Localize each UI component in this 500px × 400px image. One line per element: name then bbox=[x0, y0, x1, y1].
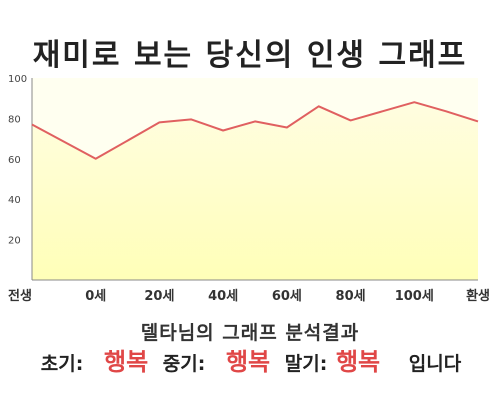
series-area bbox=[32, 102, 478, 280]
x-tick-label: 0세 bbox=[85, 289, 106, 304]
x-tick-label: 환생 bbox=[466, 288, 490, 304]
life-graph-chart: 20 40 60 80 100 전생 0세 20세 40세 60세 80세 100세 환생 bbox=[8, 74, 490, 304]
late-label: 말기: bbox=[284, 353, 328, 375]
result-suffix: 입니다 bbox=[408, 353, 462, 375]
x-tick-label: 80세 bbox=[336, 289, 366, 304]
middle-value: 행복 bbox=[225, 348, 271, 376]
y-tick-label: 40 bbox=[8, 195, 21, 206]
x-tick-label: 40세 bbox=[208, 289, 238, 304]
x-tick-label: 60세 bbox=[272, 289, 302, 304]
middle-label: 중기: bbox=[162, 353, 206, 375]
late-value: 행복 bbox=[335, 348, 381, 376]
y-tick-label: 60 bbox=[8, 155, 21, 166]
y-tick-label: 20 bbox=[8, 236, 21, 247]
analysis-summary: 델타님의 그래프 분석결과 bbox=[140, 322, 360, 344]
x-tick-label: 전생 bbox=[8, 288, 32, 304]
early-value: 행복 bbox=[103, 348, 149, 376]
x-tick-label: 20세 bbox=[144, 289, 174, 304]
early-label: 초기: bbox=[40, 353, 84, 375]
x-tick-label: 100세 bbox=[395, 289, 434, 304]
analysis-result: 초기: 행복 중기: 행복 말기: 행복 입니다 bbox=[0, 342, 500, 377]
y-tick-label: 100 bbox=[8, 74, 27, 85]
page-title: 재미로 보는 당신의 인생 그래프 bbox=[32, 38, 468, 73]
series-line bbox=[31, 101, 479, 160]
y-tick-label: 80 bbox=[8, 114, 21, 125]
